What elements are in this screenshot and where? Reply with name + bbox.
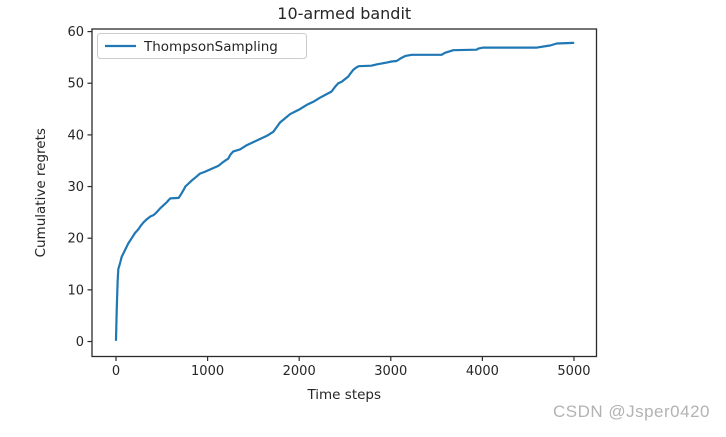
legend-box [97,33,307,59]
y-tick-label: 10 [67,283,84,298]
y-tick-label: 40 [67,128,84,143]
plot-border [91,28,598,358]
chart-title: 10-armed bandit [277,4,411,23]
y-tick-label: 20 [67,232,84,247]
x-tick-label: 3000 [374,364,407,379]
y-axis-label: Cumulative regrets [33,128,49,257]
legend-label: ThompsonSampling [143,39,278,55]
x-tick-label: 1000 [191,364,224,379]
series-line [114,41,575,342]
y-tick-label: 50 [67,77,84,92]
x-tick-label: 2000 [283,364,316,379]
x-tick-label: 4000 [466,364,499,379]
x-tick-label: 0 [112,364,120,379]
watermark-credit: CSDN @Jsper0420 [552,402,710,421]
x-axis-label: Time steps [306,387,381,403]
y-tick-label: 30 [67,180,84,195]
x-tick-label: 5000 [557,364,590,379]
y-tick-label: 60 [67,25,84,40]
y-tick-label: 0 [76,335,84,350]
